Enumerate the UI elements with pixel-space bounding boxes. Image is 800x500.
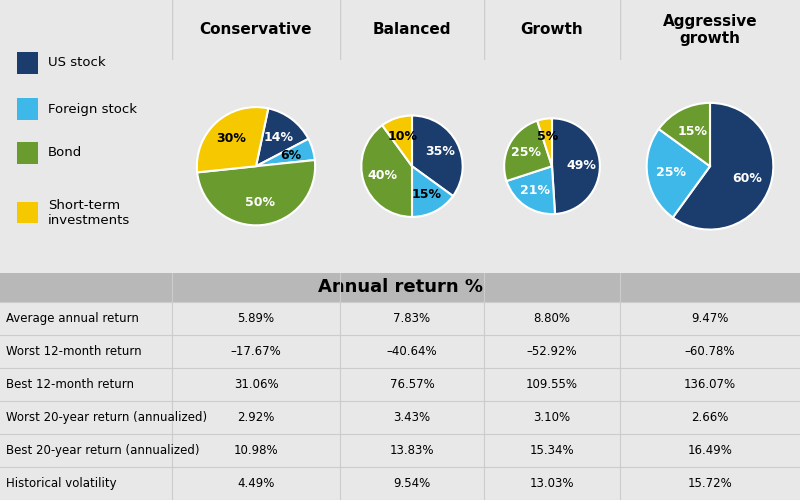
Bar (0, 368, 800, 401)
Bar (18, 202, 38, 224)
Text: 25%: 25% (510, 146, 541, 160)
Text: 30%: 30% (217, 132, 246, 145)
Text: 136.07%: 136.07% (684, 378, 736, 391)
Text: 21%: 21% (520, 184, 550, 198)
Text: 40%: 40% (367, 170, 397, 182)
Text: 5.89%: 5.89% (238, 312, 274, 325)
Bar (18, 98, 38, 120)
Bar (18, 52, 38, 74)
Wedge shape (506, 166, 555, 214)
Text: Conservative: Conservative (200, 22, 312, 38)
Wedge shape (256, 108, 309, 166)
Text: 5%: 5% (537, 130, 558, 143)
Text: Annual return %: Annual return % (318, 278, 482, 296)
Text: 25%: 25% (656, 166, 686, 179)
Text: 15.34%: 15.34% (530, 444, 574, 457)
Wedge shape (382, 116, 412, 166)
Bar (0, 272, 800, 302)
Wedge shape (538, 118, 552, 166)
Text: Aggressive
growth: Aggressive growth (662, 14, 758, 46)
Text: 76.57%: 76.57% (390, 378, 434, 391)
Wedge shape (412, 166, 453, 217)
Text: Bond: Bond (48, 146, 82, 159)
Wedge shape (197, 160, 315, 226)
Text: 60%: 60% (733, 172, 762, 185)
Text: 13.03%: 13.03% (530, 477, 574, 490)
Text: 15%: 15% (411, 188, 442, 200)
Text: 6%: 6% (281, 149, 302, 162)
Bar (0, 401, 800, 434)
Text: Best 20-year return (annualized): Best 20-year return (annualized) (6, 444, 200, 457)
Text: 16.49%: 16.49% (687, 444, 733, 457)
Wedge shape (658, 103, 710, 166)
Text: Balanced: Balanced (373, 22, 451, 38)
Text: 3.43%: 3.43% (394, 411, 430, 424)
Text: 31.06%: 31.06% (234, 378, 278, 391)
Text: 50%: 50% (245, 196, 275, 209)
Text: 109.55%: 109.55% (526, 378, 578, 391)
Wedge shape (552, 118, 600, 214)
Bar (0, 467, 800, 500)
Text: 13.83%: 13.83% (390, 444, 434, 457)
Wedge shape (197, 107, 268, 172)
Bar (18, 142, 38, 164)
Text: 9.47%: 9.47% (691, 312, 729, 325)
Text: 49%: 49% (566, 159, 597, 172)
Wedge shape (412, 116, 462, 196)
Text: Foreign stock: Foreign stock (48, 102, 137, 116)
Text: 35%: 35% (425, 146, 455, 158)
Text: 9.54%: 9.54% (394, 477, 430, 490)
Text: 15.72%: 15.72% (688, 477, 732, 490)
Text: –40.64%: –40.64% (386, 345, 438, 358)
Text: Worst 12-month return: Worst 12-month return (6, 345, 142, 358)
Wedge shape (673, 103, 774, 230)
Bar (0, 434, 800, 467)
Wedge shape (504, 120, 552, 181)
Text: –52.92%: –52.92% (526, 345, 578, 358)
Text: –17.67%: –17.67% (230, 345, 282, 358)
Text: 3.10%: 3.10% (534, 411, 570, 424)
Wedge shape (646, 129, 710, 218)
Text: 7.83%: 7.83% (394, 312, 430, 325)
Bar (0, 335, 800, 368)
Text: US stock: US stock (48, 56, 106, 69)
Text: Worst 20-year return (annualized): Worst 20-year return (annualized) (6, 411, 207, 424)
Text: 10.98%: 10.98% (234, 444, 278, 457)
Text: 2.66%: 2.66% (691, 411, 729, 424)
Text: Best 12-month return: Best 12-month return (6, 378, 134, 391)
Text: 14%: 14% (263, 130, 293, 143)
Bar (0, 302, 800, 335)
Text: Short-term
investments: Short-term investments (48, 198, 130, 226)
Text: Growth: Growth (521, 22, 583, 38)
Text: 4.49%: 4.49% (238, 477, 274, 490)
Text: 10%: 10% (387, 130, 418, 143)
Text: Average annual return: Average annual return (6, 312, 139, 325)
Text: –60.78%: –60.78% (685, 345, 735, 358)
Text: 15%: 15% (677, 124, 707, 138)
Text: 8.80%: 8.80% (534, 312, 570, 325)
Wedge shape (362, 125, 412, 217)
Text: 2.92%: 2.92% (238, 411, 274, 424)
Text: Historical volatility: Historical volatility (6, 477, 117, 490)
Wedge shape (256, 139, 315, 166)
